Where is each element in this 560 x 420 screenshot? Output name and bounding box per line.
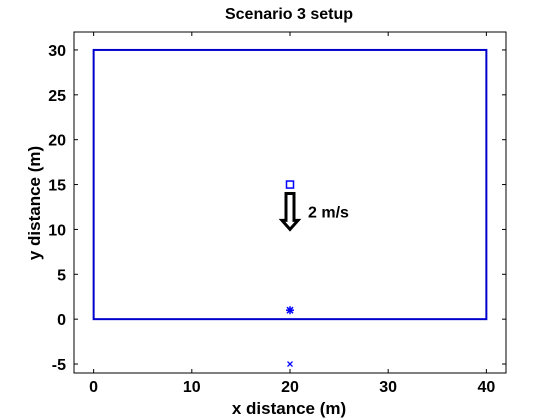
- velocity-arrow: [278, 192, 302, 232]
- plot-layer: 2 m/s: [92, 48, 488, 367]
- y-tick-label: 20: [48, 133, 66, 150]
- y-tick-label: 25: [48, 88, 66, 105]
- y-tick-label: -5: [52, 357, 66, 374]
- y-tick-label: 10: [48, 222, 66, 239]
- y-tick-label: 0: [57, 312, 66, 329]
- x-marker: [287, 361, 293, 367]
- x-tick-label: 20: [281, 379, 299, 396]
- y-tick-label: 30: [48, 43, 66, 60]
- velocity-annotation: 2 m/s: [308, 204, 349, 221]
- y-tick-label: 5: [57, 267, 66, 284]
- star-marker: [286, 306, 294, 315]
- y-tick-label: 15: [48, 178, 66, 195]
- x-tick-label: 10: [183, 379, 201, 396]
- square-marker: [285, 180, 295, 189]
- x-tick-label: 0: [89, 379, 98, 396]
- x-marker-stroke: [287, 361, 293, 367]
- y-axis-label: y distance (m): [25, 146, 44, 260]
- axes-box: [73, 31, 507, 374]
- x-tick-label: 40: [477, 379, 495, 396]
- room-rectangle: [92, 48, 488, 321]
- star-marker-stroke: [286, 306, 294, 314]
- x-tick-label: 30: [379, 379, 397, 396]
- chart-title: Scenario 3 setup: [225, 6, 353, 23]
- x-axis-label: x distance (m): [232, 399, 346, 418]
- ticks-layer: 0 10 20 30 40 -5 0 5 10 15 20 25 30: [48, 32, 506, 396]
